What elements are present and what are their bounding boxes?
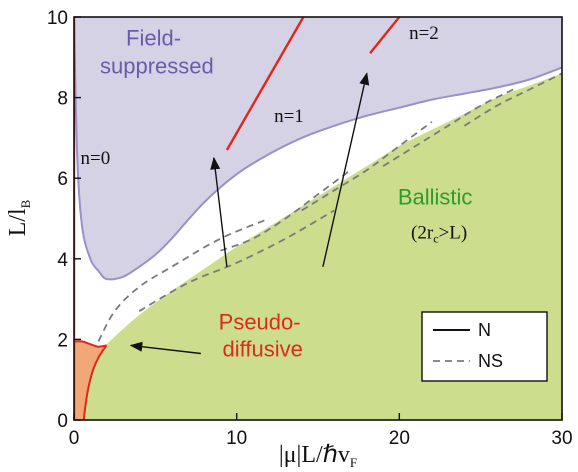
x-axis-ticks: 0 10 20 30 (69, 413, 573, 449)
field-suppressed-region (74, 17, 562, 280)
ns-curve-5 (463, 72, 562, 127)
legend-box (421, 311, 548, 382)
legend-label-ns: NS (478, 351, 503, 371)
ballistic-condition-pre: (2r (411, 223, 434, 244)
x-tick-label-1: 10 (226, 428, 247, 449)
n-curve-labels: n=0 n=1 n=2 (81, 23, 439, 169)
y-axis-label: L/lB (5, 199, 33, 236)
field-suppressed-label-line1: Field- (126, 25, 181, 50)
x-tick-label-2: 20 (389, 428, 410, 449)
ballistic-condition-post: >L) (439, 223, 468, 244)
pseudo-diffusive-label-line2: diffusive (223, 336, 303, 361)
field-suppressed-label-line2: suppressed (100, 53, 214, 78)
n-curve-label-1: n=1 (274, 106, 304, 127)
y-tick-label-5: 10 (47, 8, 68, 29)
ns-curve-3 (301, 121, 433, 212)
ns-curve-2 (220, 169, 352, 252)
x-tick-label-0: 0 (69, 428, 80, 449)
y-tick-label-1: 2 (57, 330, 68, 351)
ballistic-boundary-line (74, 340, 108, 420)
plot-frame (73, 16, 563, 421)
ns-curves-group (97, 72, 562, 342)
n-curve-1 (225, 17, 305, 151)
pseudo-diffusive-label-line1: Pseudo- (219, 309, 301, 334)
annotation-arrow-2 (129, 341, 201, 355)
pseudo-diffusive-label: Pseudo- diffusive (219, 309, 307, 361)
x-axis-label-main: |μ|L/ℏv (279, 442, 350, 468)
annotation-arrows (129, 72, 370, 355)
y-axis-label-main: L/l (5, 208, 31, 236)
pseudo-diffusive-region (74, 341, 107, 420)
ns-curve-1 (138, 209, 335, 312)
ns-curve-4 (382, 88, 514, 167)
legend-label-n: N (478, 320, 491, 340)
n-curve-2 (369, 17, 401, 55)
ballistic-label: Ballistic (398, 185, 473, 210)
annotation-arrow-1 (322, 72, 370, 268)
annotation-arrow-0 (210, 156, 228, 267)
y-tick-label-4: 8 (57, 89, 68, 110)
legend: N NS (421, 311, 548, 382)
x-axis-label-sub: F (350, 455, 357, 470)
y-tick-label-2: 4 (57, 250, 68, 271)
y-tick-label-0: 0 (57, 411, 68, 432)
n-curve-label-0: n=0 (81, 148, 111, 169)
x-tick-label-3: 30 (551, 428, 572, 449)
field-suppressed-boundary-line (74, 17, 562, 281)
n-curve-label-2: n=2 (409, 23, 439, 44)
ns-curve-0 (97, 217, 270, 342)
y-tick-label-3: 6 (57, 169, 68, 190)
x-axis-label: |μ|L/ℏvF (279, 442, 357, 470)
y-axis-label-sub: B (18, 199, 33, 208)
ballistic-condition-label: (2rc>L) (411, 223, 467, 246)
y-axis-ticks: 0 2 4 6 8 10 (47, 8, 81, 432)
field-suppressed-label: Field- suppressed (100, 25, 214, 78)
ballistic-condition-sub: c (433, 232, 438, 246)
